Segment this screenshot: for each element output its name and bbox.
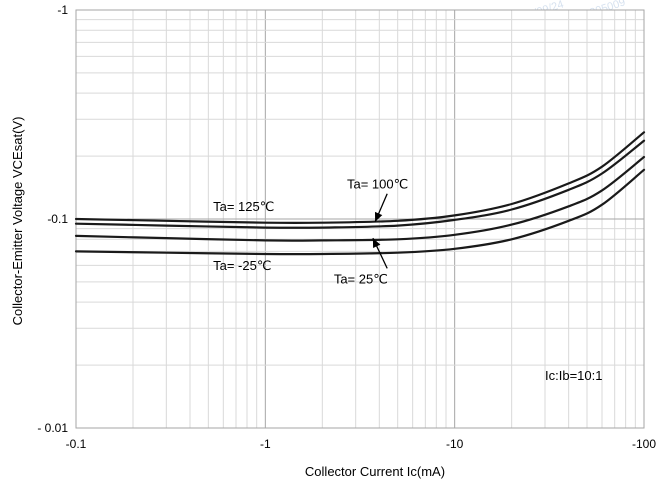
series-line-3 <box>74 168 646 256</box>
tick-layer: -0.1 -1 -10 -100 - 0.01 -0.1 -1 <box>37 3 656 451</box>
x-axis-label: Collector Current Ic(mA) <box>305 464 445 479</box>
series-label-125c: Ta= 125℃ <box>213 199 274 214</box>
y-axis-label: Collector-Emitter Voltage VCEsat(V) <box>10 117 25 326</box>
series-label-25c-arrowhead <box>372 238 381 248</box>
x-tick-label: -0.1 <box>66 437 87 451</box>
x-tick-label: -10 <box>446 437 464 451</box>
x-tick-label: -100 <box>632 437 656 451</box>
y-tick-label: -0.1 <box>47 212 68 226</box>
grid-layer <box>75 9 645 429</box>
y-tick-label: - 0.01 <box>37 421 68 435</box>
series-label-100c: Ta= 100℃ <box>347 176 408 191</box>
y-tick-label: -1 <box>57 3 68 17</box>
series-layer <box>74 131 646 256</box>
series-label-minus-25c: Ta= -25℃ <box>213 258 271 273</box>
series-label-25c: Ta= 25℃ <box>334 271 388 286</box>
series-line-1 <box>74 139 646 229</box>
series-line-0 <box>74 131 646 225</box>
x-tick-label: -1 <box>260 437 271 451</box>
series-line-2 <box>74 155 646 242</box>
series-label-100c-arrowhead <box>375 211 383 222</box>
test-condition-label: Ic:Ib=10:1 <box>545 368 602 383</box>
